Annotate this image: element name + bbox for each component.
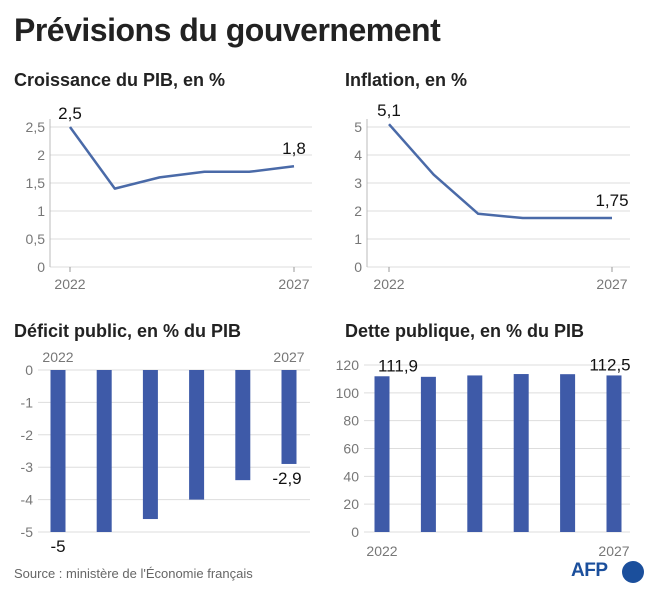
y-tick-label: 40 [343,468,359,484]
series-line [68,126,295,190]
data-label: 2,5 [58,104,82,123]
deficit-chart-title: Déficit public, en % du PIB [14,321,242,341]
y-tick-label: 5 [354,119,362,135]
data-label: -2,9 [272,469,301,488]
x-tick-label: 2022 [373,276,404,292]
data-label: 111,9 [378,356,418,375]
debt-chart-title: Dette publique, en % du PIB [345,321,585,341]
bar [50,370,66,532]
inflation-chart: 0 1 2 3 4 5 2022 2027 5,1 1,75 [354,101,630,292]
y-tick-label: -1 [21,394,34,410]
source-note: Source : ministère de l'Économie françai… [14,566,253,581]
y-tick-label: 0 [354,259,362,275]
data-label: 5,1 [377,101,401,120]
x-tick-label: 2027 [273,349,304,365]
y-tick-label: 100 [336,385,360,401]
data-label: 1,75 [595,191,628,210]
bar [606,375,622,532]
bar [96,370,112,532]
inflation-chart-title: Inflation, en % [345,70,468,90]
x-tick-label: 2027 [596,276,627,292]
bar [142,370,158,520]
x-tick-label: 2027 [598,543,629,559]
x-tick-label: 2022 [366,543,397,559]
y-tick-label: 0 [37,259,45,275]
series-line [388,123,612,220]
data-label: 1,8 [282,139,306,158]
y-tick-label: 20 [343,496,359,512]
y-tick-label: 3 [354,175,362,191]
y-tick-label: 1,5 [26,175,46,191]
bar [235,370,251,481]
y-tick-label: 0 [351,524,359,540]
growth-chart-title: Croissance du PIB, en % [14,70,226,90]
bar [281,370,297,464]
y-tick-label: 2 [354,203,362,219]
y-tick-label: -5 [21,524,34,540]
y-tick-label: 80 [343,413,359,429]
afp-logo-icon [622,561,644,583]
bar [189,370,205,500]
y-tick-label: 0,5 [26,231,46,247]
y-tick-label: 1 [354,231,362,247]
bar [513,374,529,532]
y-tick-label: -2 [21,427,34,443]
page-title: Prévisions du gouvernement [14,12,441,48]
bar [374,376,390,532]
x-tick-label: 2022 [42,349,73,365]
bar [467,375,483,532]
y-tick-label: 2,5 [26,119,46,135]
deficit-chart: 0 -1 -2 -3 -4 -5 2022 2027 -5 -2,9 [21,349,310,556]
y-tick-label: 60 [343,441,359,457]
y-tick-label: 0 [25,362,33,378]
y-tick-label: 2 [37,147,45,163]
y-tick-label: 1 [37,203,45,219]
y-tick-label: -4 [21,492,34,508]
x-tick-label: 2027 [278,276,309,292]
bar [420,376,436,532]
debt-chart: 0 20 40 60 80 100 120 2022 2027 111,9 112,5 [336,355,631,559]
y-tick-label: 4 [354,147,362,163]
x-tick-label: 2022 [54,276,85,292]
data-label: -5 [50,537,65,556]
bar [560,374,576,532]
afp-logo: AFP [571,560,608,581]
y-tick-label: -3 [21,459,34,475]
data-label: 112,5 [589,355,630,374]
y-tick-label: 120 [336,357,360,373]
growth-chart: 0 0,5 1 1,5 2 2,5 2022 2027 2,5 1,8 [26,104,312,292]
